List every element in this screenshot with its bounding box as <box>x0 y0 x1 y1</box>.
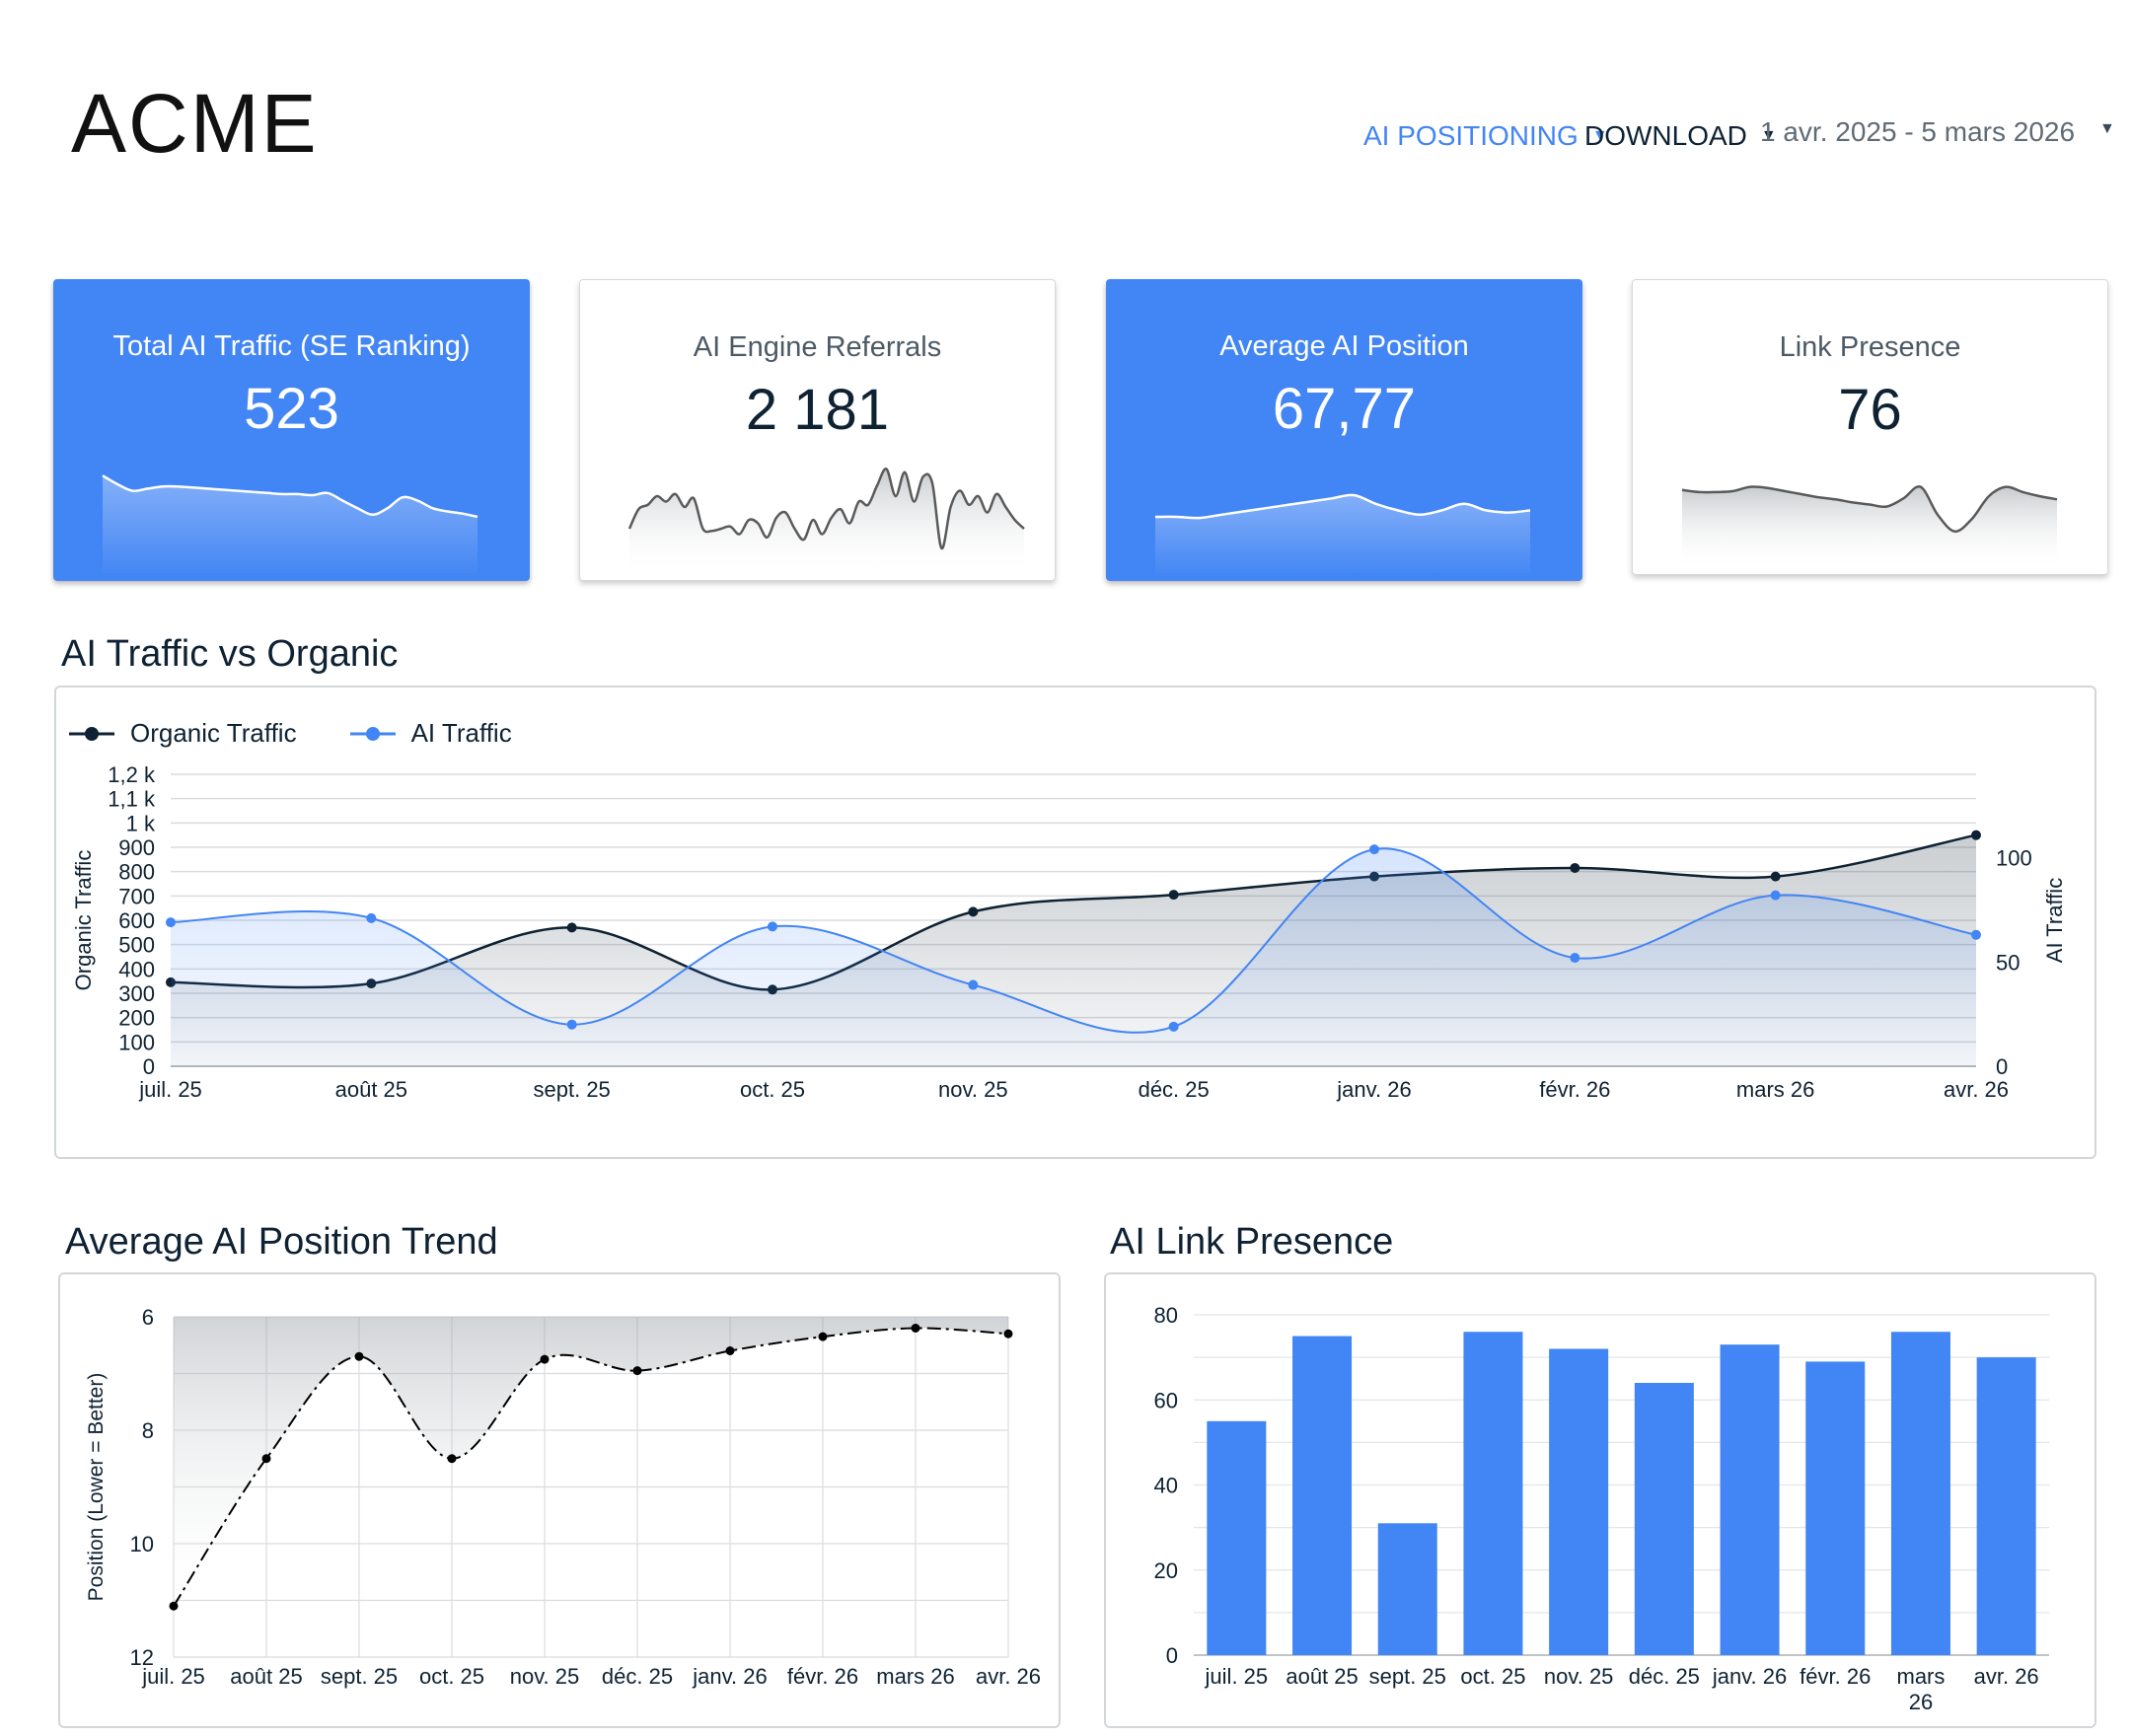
sparkline <box>627 468 1025 574</box>
section-title-position: Average AI Position Trend <box>65 1221 498 1263</box>
section-title-presence: AI Link Presence <box>1110 1221 1394 1263</box>
kpi-label: Total AI Traffic (SE Ranking) <box>112 330 471 362</box>
nav-ai-positioning-label: AI POSITIONING <box>1363 120 1579 151</box>
legend-item-organic[interactable]: Organic Traffic <box>67 718 297 749</box>
kpi-card-ai-engine-referrals: AI Engine Referrals 2 181 <box>579 279 1056 581</box>
position-chart-panel <box>58 1272 1061 1728</box>
sparkline <box>1154 493 1531 573</box>
section-title-traffic: AI Traffic vs Organic <box>61 633 399 675</box>
caret-down-icon: ▼ <box>1760 127 1777 144</box>
acme-logo[interactable]: ACME <box>71 77 337 170</box>
nav-ai-positioning[interactable]: AI POSITIONING ▼ <box>1363 120 1608 152</box>
sparkline-area <box>1155 494 1530 573</box>
logo-text: ACME <box>71 91 319 158</box>
sparkline-area <box>103 475 478 573</box>
date-range-caret-icon[interactable]: ▼ <box>2099 120 2115 137</box>
sparkline-area <box>1682 486 2057 568</box>
legend-item-ai[interactable]: AI Traffic <box>348 718 512 749</box>
kpi-value: 523 <box>244 377 339 441</box>
sparkline-line <box>1154 493 1531 520</box>
legend-organic-marker <box>69 726 114 741</box>
kpi-value: 67,77 <box>1272 377 1417 441</box>
kpi-value: 2 181 <box>745 378 890 442</box>
sparkline-line <box>102 474 478 519</box>
kpi-label: AI Engine Referrals <box>693 331 942 363</box>
nav-download[interactable]: DOWNLOAD ▼ <box>1584 120 1777 152</box>
kpi-label: Link Presence <box>1779 331 1961 363</box>
sparkline-line <box>627 468 1025 550</box>
nav-download-label: DOWNLOAD <box>1584 120 1747 151</box>
kpi-value: 76 <box>1838 378 1902 442</box>
legend-label-ai: AI Traffic <box>410 718 512 748</box>
traffic-chart-panel <box>54 686 2096 1159</box>
chart-legend: Organic Traffic AI Traffic <box>67 718 563 749</box>
sparkline <box>1681 484 2058 568</box>
sparkline-area <box>629 469 1024 574</box>
legend-label-organic: Organic Traffic <box>130 718 297 748</box>
sparkline-line <box>1681 484 2058 534</box>
kpi-card-link-presence: Link Presence 76 <box>1632 279 2108 575</box>
kpi-card-total-ai-traffic: Total AI Traffic (SE Ranking) 523 <box>53 279 530 581</box>
acme-logo-mark: ACME <box>71 77 319 170</box>
sparkline <box>102 474 478 573</box>
presence-chart-panel <box>1104 1272 2096 1728</box>
caret-down-icon: ▼ <box>1591 127 1608 144</box>
date-range-picker[interactable]: 1 avr. 2025 - 5 mars 2026 <box>1760 116 2076 147</box>
kpi-card-average-ai-position: Average AI Position 67,77 <box>1106 279 1582 581</box>
kpi-label: Average AI Position <box>1219 330 1469 362</box>
legend-ai-marker <box>349 726 396 741</box>
